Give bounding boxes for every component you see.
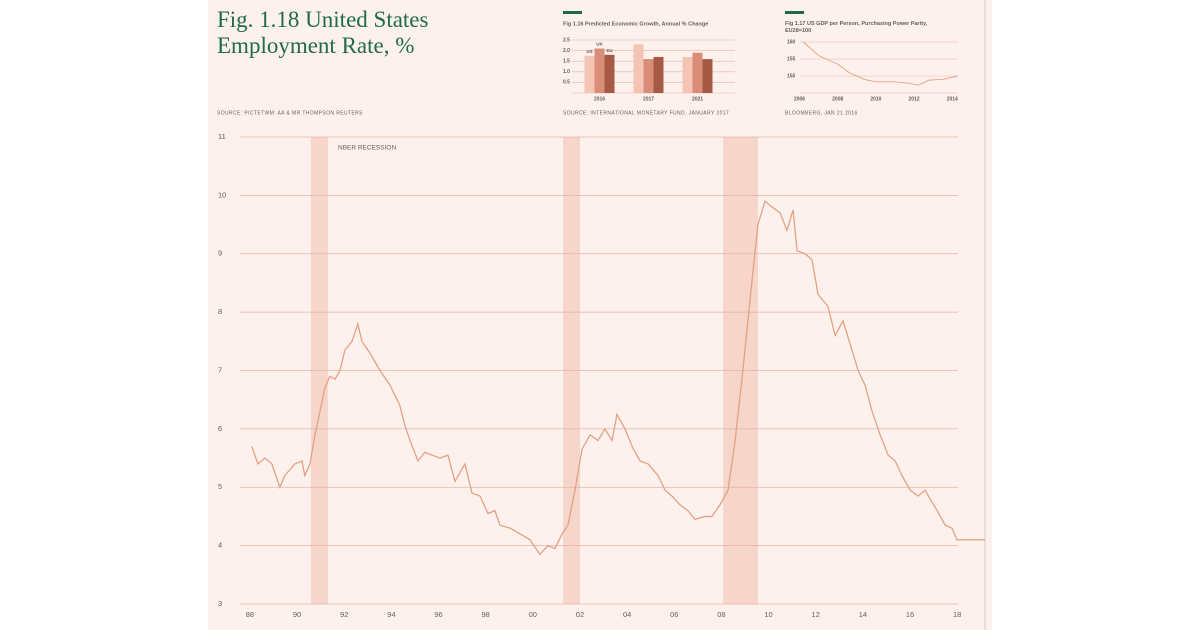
x-tick-label: 14 — [859, 610, 867, 619]
y-tick-label: 6 — [218, 424, 222, 433]
y-tick-label: 0.5 — [563, 80, 570, 86]
y-tick-label: 2.0 — [563, 48, 570, 54]
x-tick-label: 98 — [481, 610, 489, 619]
y-tick-label: 7 — [218, 365, 222, 374]
panel — [208, 0, 992, 630]
y-tick-label: 2.5 — [563, 37, 570, 43]
x-tick-label: 92 — [340, 610, 348, 619]
y-tick-label: 150 — [787, 73, 796, 79]
bar — [702, 59, 713, 93]
bar — [653, 56, 664, 93]
title-line: Fig. 1.18 United States — [217, 7, 429, 32]
data-line — [803, 41, 959, 86]
x-tick-label: 2008 — [832, 96, 843, 102]
title-line: EU28=100 — [785, 28, 811, 34]
bar — [682, 56, 693, 93]
chart-title: Fig 1.17 US GDP per Person, Purchasing P… — [785, 21, 928, 34]
bar — [633, 44, 644, 93]
y-tick-label: 4 — [218, 541, 222, 550]
x-tick-label: 2010 — [870, 96, 881, 102]
y-tick-label: 155 — [787, 56, 796, 62]
bar — [594, 48, 605, 93]
data-line — [251, 200, 985, 556]
x-tick-label: 2014 — [947, 96, 958, 102]
x-tick-label: 06 — [670, 610, 678, 619]
legend-label: UK — [596, 42, 603, 47]
legend-label: EU — [606, 48, 612, 53]
y-tick-label: 8 — [218, 307, 222, 316]
source: SOURCE: PICTETWM: AA & MR THOMPSON REUTE… — [217, 110, 363, 116]
accent — [563, 11, 582, 14]
x-tick-label: 2017 — [643, 96, 654, 102]
x-tick-label: 88 — [246, 610, 254, 619]
bar — [692, 52, 703, 93]
y-tick-label: 3 — [218, 599, 222, 608]
x-tick-label: 2006 — [794, 96, 805, 102]
x-tick-label: 02 — [576, 610, 584, 619]
annotation: NBER RECESSION — [338, 145, 396, 152]
chart-title: Fig 1.16 Predicted Economic Growth, Annu… — [563, 21, 708, 27]
x-tick-label: 90 — [293, 610, 301, 619]
x-tick-label: 2012 — [909, 96, 920, 102]
legend-label: US — [586, 49, 592, 54]
x-tick-label: 12 — [812, 610, 820, 619]
source: SOURCE: INTERNATIONAL MONETARY FUND, JAN… — [563, 110, 729, 116]
bar — [604, 54, 615, 93]
chart-title: Fig. 1.18 United States Employment Rate, … — [217, 7, 429, 58]
y-tick-label: 11 — [218, 132, 226, 141]
title-line: Employment Rate, % — [217, 33, 414, 58]
x-tick-label: 08 — [717, 610, 725, 619]
x-tick-label: 16 — [906, 610, 914, 619]
source: BLOOMBERG, JAN 21 2016 — [785, 110, 858, 116]
x-tick-label: 94 — [387, 610, 395, 619]
x-tick-label: 10 — [764, 610, 772, 619]
title-line: Fig 1.17 US GDP per Person, Purchasing P… — [785, 21, 928, 27]
x-tick-label: 00 — [529, 610, 537, 619]
x-tick-label: 2021 — [692, 96, 703, 102]
x-tick-label: 96 — [434, 610, 442, 619]
accent — [785, 11, 804, 14]
x-tick-label: 2016 — [594, 96, 605, 102]
bar — [643, 59, 654, 93]
y-tick-label: 5 — [218, 482, 222, 491]
y-tick-label: 10 — [218, 190, 226, 199]
x-tick-label: 18 — [953, 610, 961, 619]
y-tick-label: 9 — [218, 249, 222, 258]
x-tick-label: 04 — [623, 610, 631, 619]
y-tick-label: 160 — [787, 39, 796, 45]
y-tick-label: 1.5 — [563, 59, 570, 65]
y-tick-label: 1.0 — [563, 69, 570, 75]
bar — [584, 55, 595, 93]
